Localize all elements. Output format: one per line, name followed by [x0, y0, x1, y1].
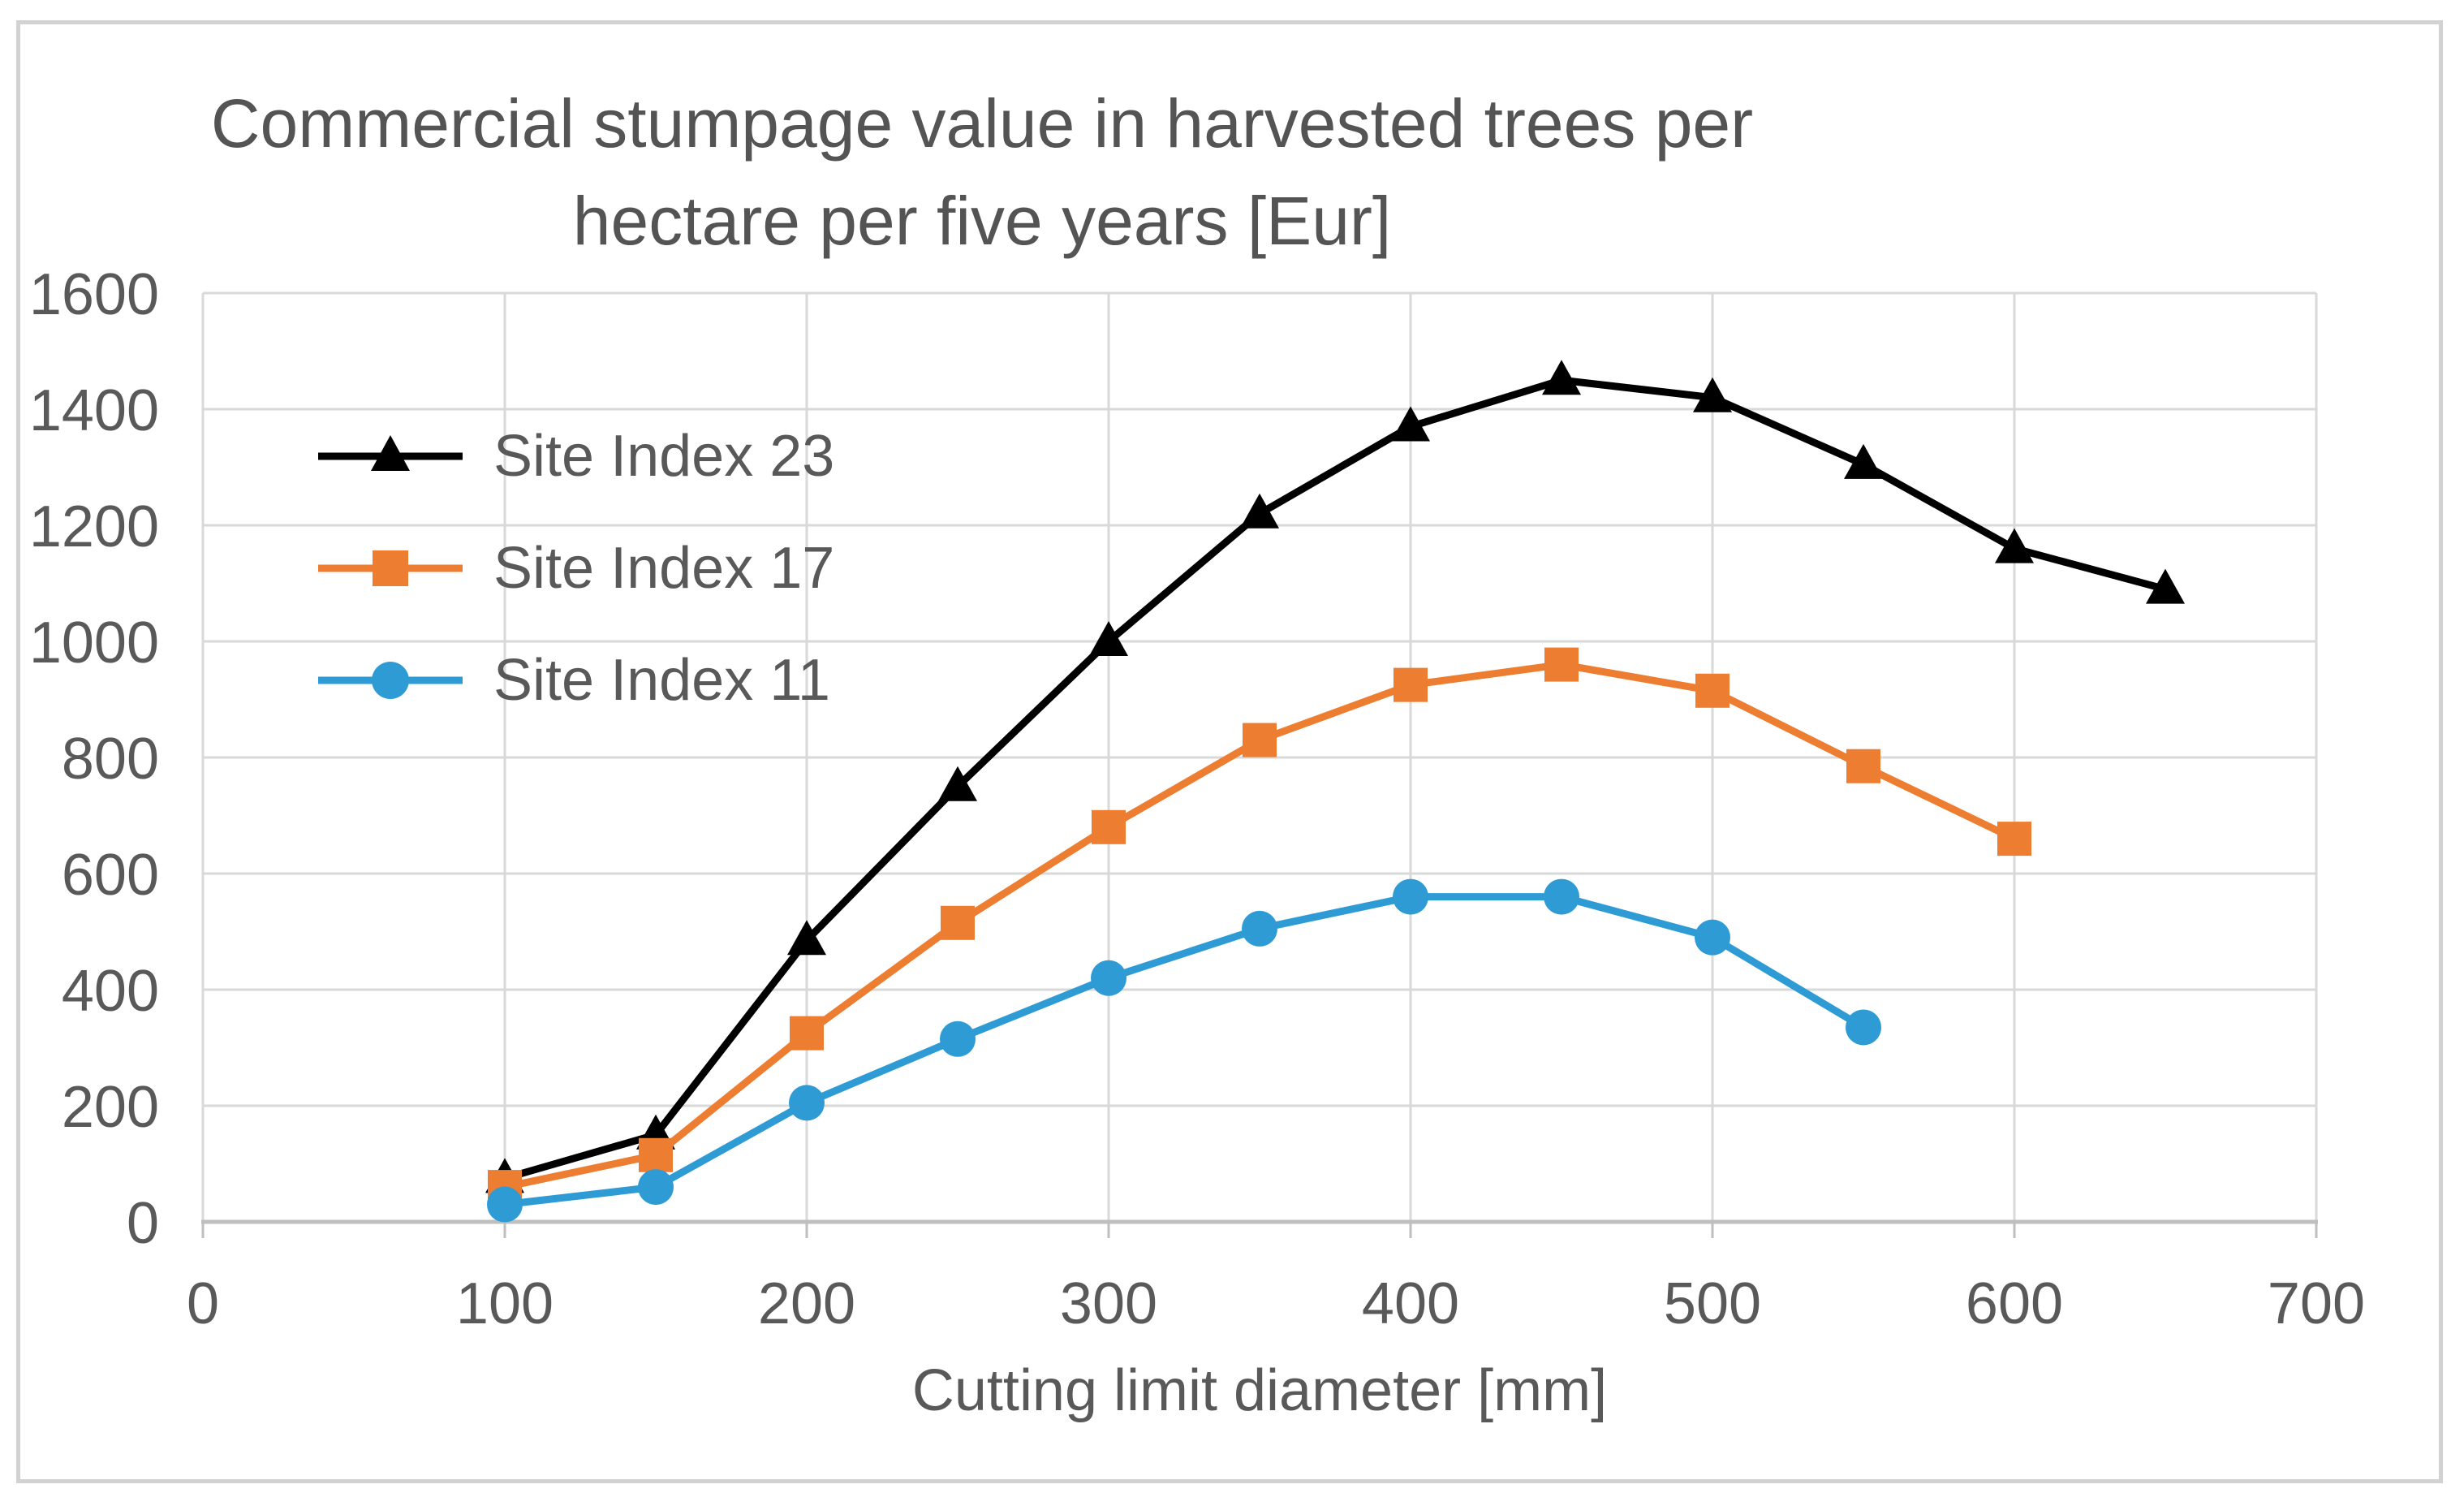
x-tick-labels: 0 100 200 300 400 500 600 700 — [187, 1271, 2365, 1336]
y-tick-label: 1000 — [29, 611, 159, 675]
data-point-marker — [1242, 910, 1277, 947]
chart-title: Commercial stumpage value in harvested t… — [81, 75, 1883, 270]
legend-item-site-index-23: Site Index 23 — [318, 422, 834, 490]
chart-outer-border — [16, 20, 2443, 1483]
x-tick-label: 0 — [187, 1271, 219, 1336]
data-point-marker — [941, 905, 975, 940]
gridlines — [201, 291, 2318, 1222]
data-point-marker — [1693, 377, 1732, 412]
data-point-marker — [1997, 822, 2031, 857]
y-tick-label: 400 — [62, 959, 159, 1024]
data-point-marker — [2146, 568, 2185, 604]
chart-title-line-1: Commercial stumpage value in harvested t… — [210, 85, 1754, 162]
triangle-marker-icon — [318, 435, 463, 471]
series-site-index-11 — [487, 878, 1881, 1223]
data-point-marker — [787, 920, 826, 956]
y-tick-label: 1200 — [29, 494, 159, 559]
data-point-marker — [790, 1016, 824, 1051]
legend-label: Site Index 17 — [493, 536, 835, 601]
data-point-marker — [1092, 809, 1126, 844]
data-point-marker — [1089, 621, 1128, 656]
legend-label: Site Index 23 — [493, 424, 835, 489]
y-tick-label: 1400 — [29, 378, 159, 443]
data-point-marker — [1544, 647, 1579, 682]
y-tick-label: 1600 — [29, 262, 159, 327]
data-point-marker — [1846, 1009, 1881, 1046]
square-marker-icon — [318, 550, 463, 586]
x-tick-label: 700 — [2268, 1271, 2365, 1336]
data-point-marker — [940, 1021, 976, 1057]
data-point-marker — [638, 1169, 674, 1206]
data-point-marker — [1240, 493, 1279, 529]
x-tick-label: 600 — [1966, 1271, 2063, 1336]
data-point-marker — [938, 766, 977, 801]
data-point-marker — [487, 1186, 523, 1223]
data-point-marker — [1844, 443, 1883, 479]
data-point-marker — [1695, 919, 1730, 956]
data-point-marker — [1544, 878, 1579, 915]
legend: Site Index 23 Site Index 17 Site Index 1… — [318, 422, 834, 758]
x-tick-label: 200 — [758, 1271, 855, 1336]
data-point-marker — [1393, 878, 1428, 915]
x-tick-label: 500 — [1664, 1271, 1761, 1336]
x-tick-label: 400 — [1362, 1271, 1459, 1336]
y-tick-label: 200 — [62, 1075, 159, 1140]
y-tick-labels: 0 200 400 600 800 1000 1200 1400 1600 — [29, 262, 159, 1256]
circle-marker-icon — [318, 662, 463, 699]
legend-label: Site Index 11 — [493, 648, 830, 713]
data-point-marker — [1394, 667, 1428, 702]
legend-item-site-index-11: Site Index 11 — [318, 646, 834, 714]
data-point-marker — [789, 1085, 825, 1121]
data-point-marker — [1091, 960, 1126, 996]
x-tick-label: 100 — [456, 1271, 554, 1336]
x-axis — [201, 1219, 2318, 1238]
y-tick-label: 600 — [62, 843, 159, 908]
y-tick-label: 800 — [62, 727, 159, 792]
y-tick-label: 0 — [127, 1191, 159, 1256]
data-point-marker — [1542, 360, 1581, 395]
x-tick-label: 300 — [1060, 1271, 1157, 1336]
data-point-marker — [1243, 723, 1277, 757]
data-point-marker — [1391, 406, 1430, 442]
chart-title-line-2: hectare per five years [Eur] — [572, 183, 1392, 259]
data-point-marker — [1995, 528, 2034, 563]
x-axis-title: Cutting limit diameter [mm] — [911, 1358, 1608, 1423]
data-point-marker — [1846, 749, 1880, 783]
data-point-marker — [1695, 673, 1730, 708]
data-point-marker — [639, 1137, 673, 1172]
legend-item-site-index-17: Site Index 17 — [318, 534, 834, 602]
